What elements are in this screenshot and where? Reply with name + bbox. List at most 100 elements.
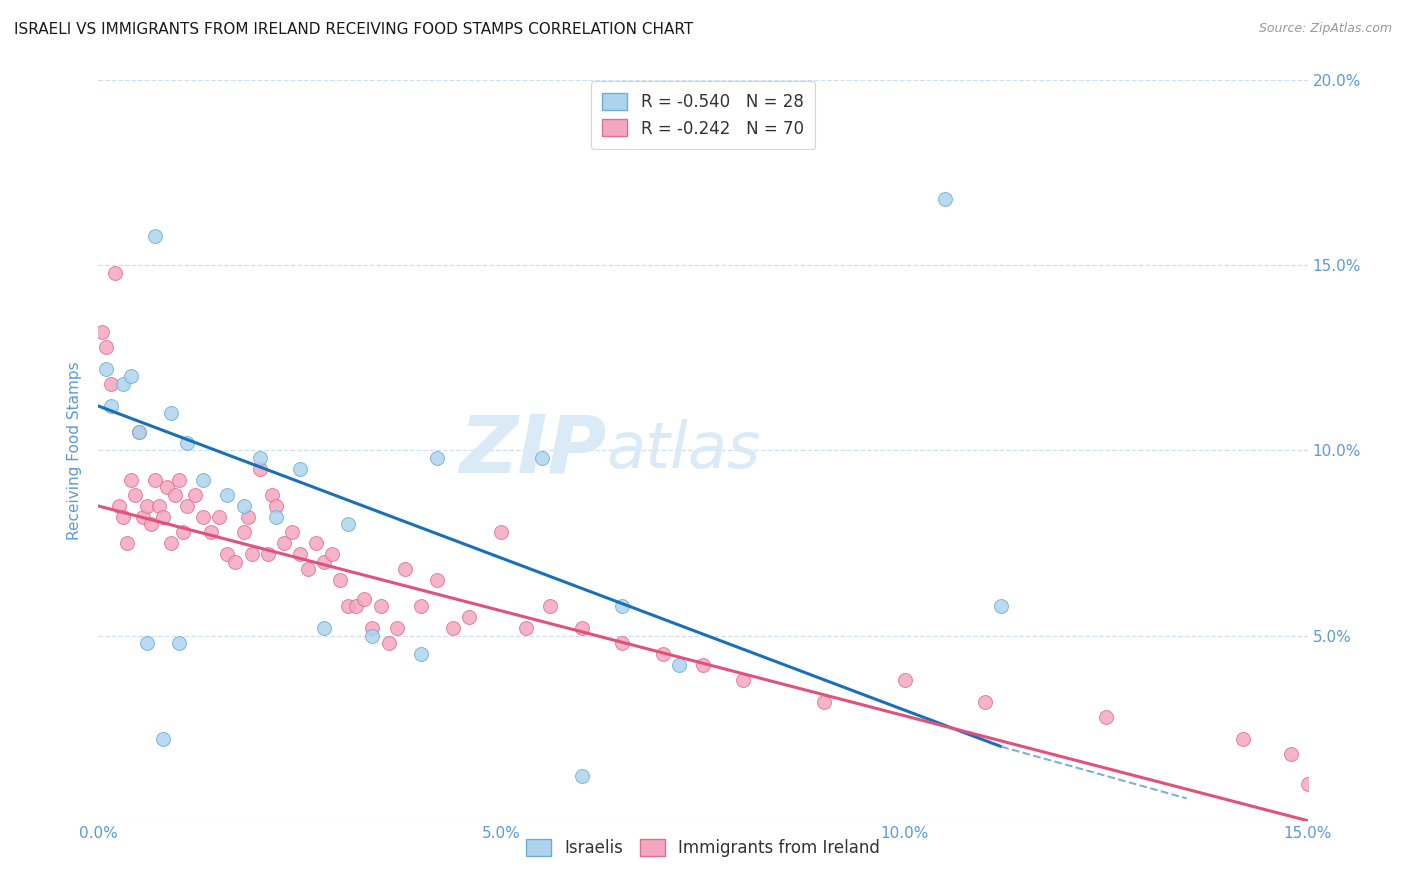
Point: [571, 621, 593, 635]
Point: [208, 510, 231, 524]
Point: [260, 488, 283, 502]
Point: [990, 599, 1012, 613]
Point: [184, 488, 207, 502]
Point: [612, 599, 634, 613]
Point: [337, 517, 360, 532]
Point: [426, 450, 449, 465]
Point: [515, 621, 537, 635]
Point: [160, 536, 183, 550]
Legend: Israelis, Immigrants from Ireland: Israelis, Immigrants from Ireland: [519, 832, 887, 864]
Point: [1281, 747, 1303, 761]
Point: [152, 732, 174, 747]
Point: [305, 536, 328, 550]
Point: [256, 547, 278, 561]
Point: [176, 499, 198, 513]
Point: [148, 499, 170, 513]
Point: [115, 536, 138, 550]
Point: [91, 325, 114, 339]
Point: [385, 621, 408, 635]
Point: [96, 340, 118, 354]
Point: [337, 599, 360, 613]
Point: [120, 473, 142, 487]
Point: [813, 695, 835, 709]
Point: [232, 524, 254, 539]
Point: [264, 499, 287, 513]
Point: [692, 658, 714, 673]
Point: [1296, 776, 1319, 791]
Point: [103, 266, 125, 280]
Point: [288, 462, 311, 476]
Point: [273, 536, 295, 550]
Point: [96, 362, 118, 376]
Point: [394, 562, 416, 576]
Point: [232, 499, 254, 513]
Point: [974, 695, 997, 709]
Point: [651, 647, 673, 661]
Point: [139, 517, 162, 532]
Point: [163, 488, 186, 502]
Y-axis label: Receiving Food Stamps: Receiving Food Stamps: [67, 361, 83, 540]
Point: [458, 610, 481, 624]
Point: [426, 573, 449, 587]
Text: atlas: atlas: [606, 419, 761, 482]
Point: [297, 562, 319, 576]
Point: [135, 636, 157, 650]
Point: [236, 510, 259, 524]
Point: [441, 621, 464, 635]
Point: [934, 192, 956, 206]
Point: [193, 510, 215, 524]
Point: [264, 510, 287, 524]
Point: [571, 769, 593, 783]
Point: [143, 228, 166, 243]
Point: [893, 673, 915, 687]
Point: [160, 407, 183, 421]
Point: [124, 488, 146, 502]
Point: [167, 636, 190, 650]
Point: [217, 488, 239, 502]
Point: [156, 480, 179, 494]
Point: [409, 599, 432, 613]
Point: [612, 636, 634, 650]
Point: [249, 450, 271, 465]
Point: [111, 376, 134, 391]
Point: [491, 524, 513, 539]
Point: [1095, 710, 1118, 724]
Point: [409, 647, 432, 661]
Point: [361, 621, 384, 635]
Point: [361, 628, 384, 642]
Point: [344, 599, 367, 613]
Point: [128, 425, 150, 439]
Point: [128, 425, 150, 439]
Point: [200, 524, 222, 539]
Point: [167, 473, 190, 487]
Point: [111, 510, 134, 524]
Point: [100, 399, 122, 413]
Point: [353, 591, 375, 606]
Point: [143, 473, 166, 487]
Point: [321, 547, 343, 561]
Point: [132, 510, 155, 524]
Point: [668, 658, 690, 673]
Point: [329, 573, 352, 587]
Point: [1232, 732, 1254, 747]
Text: ZIP: ZIP: [458, 411, 606, 490]
Point: [288, 547, 311, 561]
Point: [240, 547, 263, 561]
Point: [733, 673, 755, 687]
Text: Source: ZipAtlas.com: Source: ZipAtlas.com: [1258, 22, 1392, 36]
Point: [538, 599, 561, 613]
Point: [377, 636, 399, 650]
Point: [135, 499, 157, 513]
Point: [193, 473, 215, 487]
Text: ISRAELI VS IMMIGRANTS FROM IRELAND RECEIVING FOOD STAMPS CORRELATION CHART: ISRAELI VS IMMIGRANTS FROM IRELAND RECEI…: [14, 22, 693, 37]
Point: [314, 621, 336, 635]
Point: [370, 599, 392, 613]
Point: [176, 436, 198, 450]
Point: [172, 524, 194, 539]
Point: [530, 450, 553, 465]
Point: [314, 555, 336, 569]
Point: [120, 369, 142, 384]
Point: [217, 547, 239, 561]
Point: [249, 462, 271, 476]
Point: [107, 499, 129, 513]
